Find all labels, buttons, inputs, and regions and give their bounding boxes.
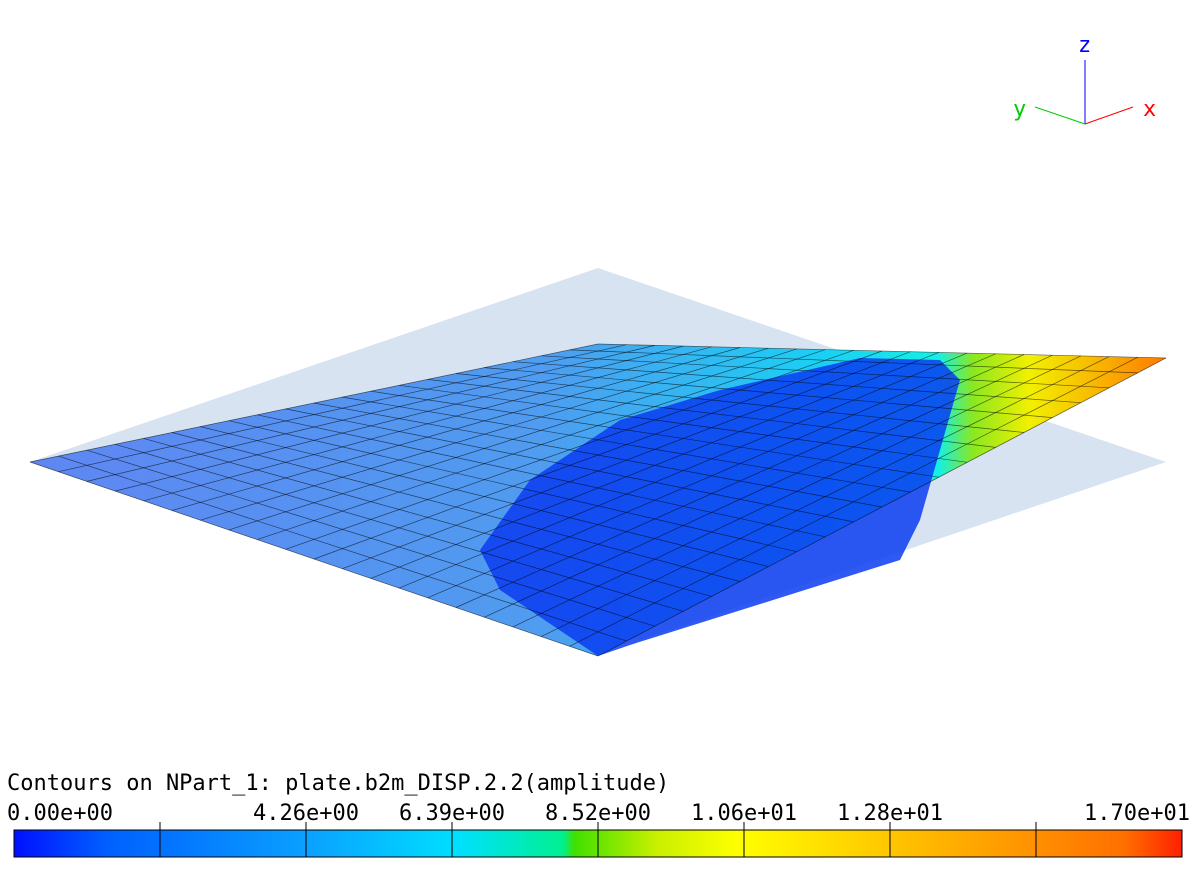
mesh-line — [427, 379, 996, 448]
legend-title: Contours on NPart_1: plate.b2m_DISP.2.2(… — [7, 771, 669, 796]
legend-label: 1.28e+01 — [837, 801, 943, 826]
legend-label: 4.26e+00 — [253, 801, 359, 826]
mesh-line — [569, 349, 1138, 374]
mesh-line — [399, 352, 968, 589]
x-label: x — [1143, 97, 1156, 122]
mesh — [29, 343, 1167, 657]
mesh-line — [541, 356, 1110, 637]
legend-label: 0.00e+00 — [7, 801, 113, 826]
mesh-line — [342, 396, 911, 493]
mesh-line — [370, 352, 939, 579]
mesh-line — [370, 390, 939, 478]
mesh-line — [455, 354, 1025, 608]
low-displacement-region — [480, 358, 960, 656]
y-label: y — [1013, 97, 1026, 122]
mesh-line — [427, 353, 996, 599]
mesh-line — [541, 355, 1110, 389]
mesh-line — [484, 354, 1053, 618]
legend-label: 1.06e+01 — [691, 801, 797, 826]
color-bar-dividers — [159, 822, 1037, 857]
mesh-line — [512, 355, 1081, 628]
mesh-line — [597, 343, 1167, 359]
legend-label: 6.39e+00 — [399, 801, 505, 826]
mesh-line — [399, 384, 968, 463]
x-axis — [1084, 106, 1134, 125]
mesh-line — [512, 361, 1081, 404]
mesh-line — [313, 350, 883, 560]
mesh-line — [569, 356, 1138, 647]
legend-label: 8.52e+00 — [545, 801, 651, 826]
color-legend: Contours on NPart_1: plate.b2m_DISP.2.2(… — [7, 771, 1190, 858]
mesh-line — [484, 367, 1053, 418]
mesh-line — [455, 373, 1025, 433]
legend-label: 1.70e+01 — [1084, 801, 1190, 826]
y-axis — [1034, 106, 1086, 125]
mesh-line — [597, 357, 1167, 657]
z-label: z — [1078, 33, 1091, 58]
axis-triad: z y x — [1013, 33, 1156, 125]
mesh-line — [342, 351, 911, 570]
